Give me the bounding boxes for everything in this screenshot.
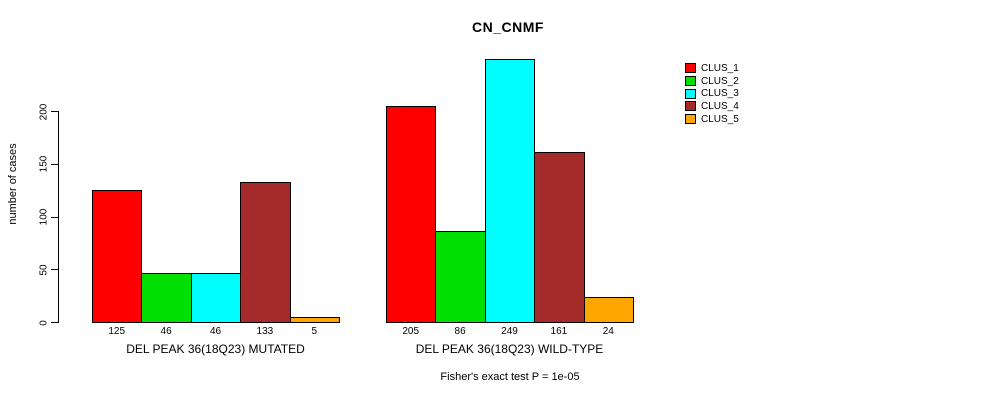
legend-item-clus_5: CLUS_5 — [685, 113, 739, 126]
bar-clus_2 — [141, 273, 192, 323]
legend-item-clus_4: CLUS_4 — [685, 100, 739, 113]
bar-value-label: 46 — [160, 326, 172, 337]
group-label: DEL PEAK 36(18Q23) MUTATED — [126, 342, 305, 356]
y-axis-tick — [51, 216, 58, 218]
bar-clus_4 — [240, 181, 291, 323]
bar-clus_1 — [92, 190, 143, 323]
y-axis-tick-label: 0 — [38, 319, 50, 326]
legend-label: CLUS_1 — [701, 62, 739, 74]
bar-clus_2 — [435, 231, 486, 323]
y-axis-tick — [51, 163, 58, 165]
y-axis-tick-label: 200 — [38, 103, 50, 120]
fisher-test-annotation: Fisher's exact test P = 1e-05 — [440, 371, 580, 383]
y-axis-line — [58, 111, 59, 323]
legend-swatch-icon — [685, 63, 696, 74]
legend-label: CLUS_3 — [701, 88, 739, 100]
legend-label: CLUS_5 — [701, 113, 739, 125]
bar-value-label: 125 — [108, 326, 126, 337]
bar-value-label: 249 — [501, 326, 518, 337]
legend-item-clus_3: CLUS_3 — [685, 87, 739, 100]
legend: CLUS_1 CLUS_2 CLUS_3 CLUS_4 CLUS_5 — [685, 62, 739, 125]
bar-value-label: 205 — [402, 326, 420, 337]
bar-value-label: 86 — [454, 326, 466, 337]
bar-value-label: 133 — [256, 326, 274, 337]
legend-swatch-icon — [685, 101, 696, 112]
legend-item-clus_2: CLUS_2 — [685, 75, 739, 88]
legend-swatch-icon — [685, 114, 696, 125]
bar-value-label: 46 — [209, 326, 222, 337]
legend-swatch-icon — [685, 88, 696, 99]
bar-clus_1 — [386, 105, 437, 323]
legend-item-clus_1: CLUS_1 — [685, 62, 739, 75]
y-axis-tick — [51, 269, 58, 271]
legend-label: CLUS_2 — [701, 75, 739, 87]
group-label: DEL PEAK 36(18Q23) WILD-TYPE — [415, 342, 604, 356]
bar-clus_5 — [583, 296, 634, 323]
y-axis-tick — [51, 111, 58, 112]
bar-clus_3 — [484, 59, 536, 323]
chart-title: CN_CNMF — [472, 19, 544, 35]
bar-clus_3 — [190, 273, 242, 323]
bar-value-label: 161 — [550, 326, 568, 337]
y-axis-tick-label: 50 — [38, 264, 50, 276]
y-axis-label: number of cases — [7, 143, 19, 225]
bar-value-label: 5 — [311, 326, 318, 337]
legend-label: CLUS_4 — [701, 100, 739, 112]
y-axis-tick-label: 100 — [38, 208, 50, 226]
bar-clus_5 — [289, 316, 340, 323]
y-axis-tick — [51, 322, 58, 323]
legend-swatch-icon — [685, 76, 696, 87]
bar-clus_4 — [534, 152, 585, 323]
bar-value-label: 24 — [602, 326, 614, 337]
y-axis-tick-label: 150 — [38, 155, 50, 173]
